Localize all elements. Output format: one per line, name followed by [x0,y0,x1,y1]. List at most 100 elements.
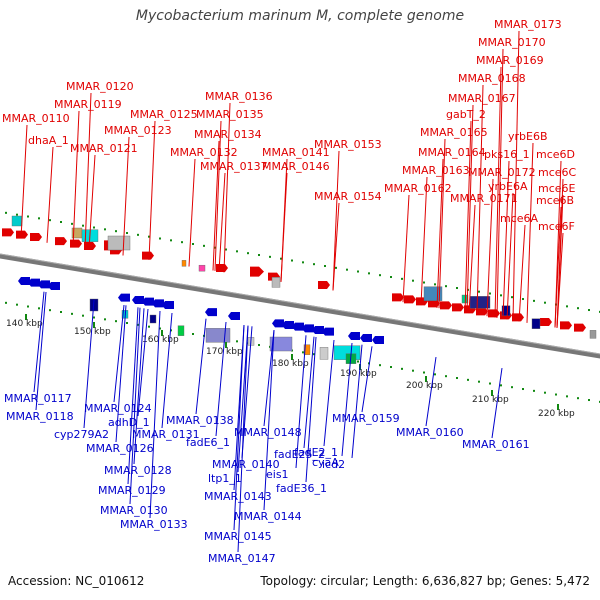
forward-track-dot [500,294,502,297]
forward-track-dot [104,228,106,231]
forward-track-dot [258,254,260,257]
forward-track-dot [60,221,62,224]
reverse-track-dot [566,395,568,398]
forward-track-dot [478,290,480,293]
reverse-label-leader [133,308,145,465]
forward-label-leader [280,172,288,282]
forward-gene-label: MMAR_0137 [200,160,268,173]
forward-label-leader [402,194,410,303]
reverse-track-dot [467,378,469,381]
reverse-track-dot [357,360,359,363]
reverse-gene-arrow [372,336,384,345]
reverse-track-dot [148,325,150,328]
reverse-track-dot [60,311,62,314]
reverse-gene-label: adhD_1 [108,416,150,429]
forward-gene-arrow [488,309,500,318]
forward-gene-label: MMAR_0172 [468,166,536,179]
forward-label-leader [494,66,502,318]
reverse-track-dot [258,344,260,347]
forward-gene-label: MMAR_0163 [402,164,470,177]
reverse-track-dot [137,323,139,326]
forward-track-dot [27,215,29,218]
forward-track-dot [192,243,194,246]
forward-track-dot [269,255,271,258]
reverse-gene-label: MMAR_0145 [204,530,272,543]
reverse-label-leader [361,346,373,413]
forward-label-leader [212,140,220,271]
reverse-track-dot [555,393,557,396]
forward-gene-label: mce6A [500,212,539,225]
forward-track-dot [280,257,282,260]
forward-track-dot [170,239,172,242]
reverse-label-leader [233,324,245,531]
reverse-track-dot [445,375,447,378]
reverse-gene-label: MMAR_0147 [208,552,276,565]
reverse-label-leader [237,325,249,473]
forward-label-leader [122,136,130,256]
reverse-label-leader [127,307,139,485]
forward-gene-label: MMAR_0164 [418,146,486,159]
forward-track-dot [324,265,326,268]
forward-label-leader [88,154,96,250]
genome-summary-text: Topology: circular; Length: 6,636,827 bp… [260,574,590,588]
reverse-gene-arrow [142,297,154,306]
forward-label-leader [72,110,80,248]
forward-label-leader [464,120,472,313]
forward-label-leader [214,120,222,271]
forward-gene-arrow [30,233,42,242]
reverse-label-leader [295,335,307,469]
reverse-track-dot [126,322,128,325]
reverse-gene-label: MMAR_0161 [462,438,530,451]
reverse-gene-label: ltp1_1 [208,472,242,485]
forward-gene-label: mce6C [538,166,577,179]
forward-label-leader [420,176,428,306]
forward-gene-label: MMAR_0167 [448,92,516,105]
forward-gene-label: MMAR_0162 [384,182,452,195]
forward-gene-arrow [84,242,96,251]
forward-gene-label: MMAR_0169 [476,54,544,67]
reverse-track-dot [38,307,40,310]
forward-label-leader [512,30,520,321]
reverse-gene-arrow [302,324,314,333]
reverse-label-leader [149,310,161,519]
forward-gene-label: MMAR_0134 [194,128,262,141]
forward-gene-label: pks16_1 [484,148,530,161]
forward-track-dot [588,309,590,312]
reverse-gene-label: MMAR_0117 [4,392,72,405]
forward-track-dot [247,252,249,255]
tick-label: 190 kbp [340,369,377,379]
forward-track-dot [148,235,150,238]
tick-label: 210 kbp [472,395,509,405]
reverse-label-leader [341,342,353,457]
reverse-label-leader [303,336,315,449]
tick-label: 220 kbp [538,409,575,419]
forward-gene-arrow [560,321,572,330]
forward-gene-arrow [476,307,488,316]
forward-track-dot [126,232,128,235]
reverse-gene-label: cyaA [312,456,339,469]
reverse-gene-arrow [272,319,284,328]
reverse-track-dot [49,309,51,312]
reverse-track-dot [170,329,172,332]
forward-label-leader [476,84,484,315]
reverse-gene-label: MMAR_0129 [98,484,166,497]
reverse-gene-label: fadE25_2 [274,448,325,461]
forward-label-leader [84,92,92,250]
reverse-label-leader [323,339,335,447]
forward-gene-label: MMAR_0171 [450,192,518,205]
reverse-gene-arrow [152,299,164,308]
forward-label-leader [556,232,564,328]
reverse-label-leader [161,312,173,429]
forward-label-leader [466,104,474,313]
forward-label-leader [332,202,340,291]
reverse-label-leader [237,325,249,553]
reverse-track-dot [544,391,546,394]
reverse-gene-label: MMAR_0133 [120,518,188,531]
forward-label-leader [496,48,504,318]
reverse-label-leader [129,307,141,505]
accession-text: Accession: NC_010612 [8,574,145,588]
forward-gene-label: MMAR_0153 [314,138,382,151]
forward-gene-arrow [55,237,67,246]
feature-box [271,277,281,288]
forward-gene-label: MMAR_0120 [66,80,134,93]
